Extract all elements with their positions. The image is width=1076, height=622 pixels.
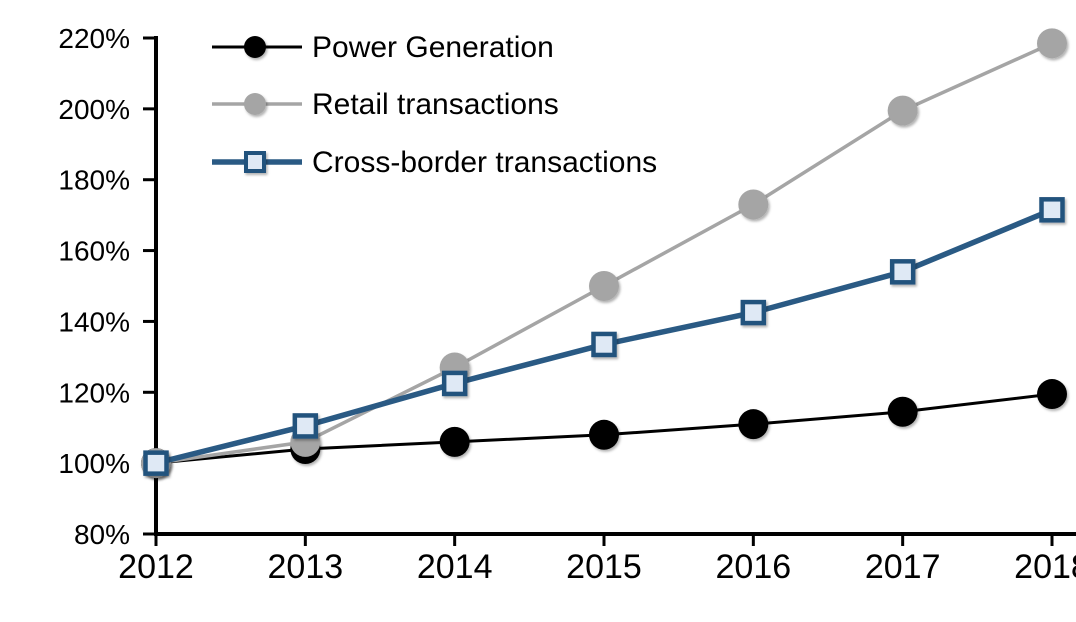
legend-item-power-generation: Power Generation bbox=[212, 31, 554, 64]
y-axis-tick-label: 180% bbox=[58, 165, 130, 196]
y-axis-tick-label: 140% bbox=[58, 306, 130, 337]
legend: Power Generation Retail transactions Cross… bbox=[212, 31, 657, 179]
data-point-marker-circle bbox=[439, 426, 470, 457]
legend-label: Retail transactions bbox=[312, 88, 559, 121]
data-point-marker-square bbox=[1039, 197, 1065, 223]
x-axis-tick-label: 2014 bbox=[417, 548, 493, 586]
data-point-marker-circle bbox=[738, 189, 769, 220]
legend-item-retail-transactions: Retail transactions bbox=[212, 88, 559, 121]
x-axis-tick-label: 2016 bbox=[716, 548, 792, 586]
line-chart-svg: 80% 100% 120% 140% 160% 180% 200% 220% 2012 2013 2… bbox=[58, 23, 1076, 586]
y-axis-tick-label: 80% bbox=[74, 519, 130, 550]
data-point-marker-circle bbox=[1037, 379, 1067, 410]
legend-item-cross-border-transactions: Cross-border transactions bbox=[212, 146, 657, 179]
y-axis-tick-label: 200% bbox=[58, 94, 130, 125]
series-retail-transactions bbox=[141, 28, 1067, 479]
data-point-marker-circle bbox=[887, 95, 918, 126]
data-point-marker-square bbox=[143, 450, 169, 476]
legend-marker-circle bbox=[244, 36, 266, 58]
data-point-marker-square bbox=[889, 259, 916, 285]
legend-label: Cross-border transactions bbox=[312, 146, 657, 179]
legend-marker-circle bbox=[244, 93, 266, 115]
series-cross-border-transactions bbox=[143, 197, 1065, 476]
legend-label: Power Generation bbox=[312, 31, 554, 64]
series-power-generation bbox=[141, 379, 1067, 479]
x-axis-tick-label: 2012 bbox=[118, 548, 194, 586]
data-point-marker-square bbox=[292, 413, 319, 439]
x-axis-tick-label: 2015 bbox=[566, 548, 642, 586]
data-point-marker-square bbox=[441, 370, 468, 397]
axes: 80% 100% 120% 140% 160% 180% 200% 220% 2012 2013 2… bbox=[58, 23, 1076, 586]
series-line bbox=[155, 41, 1053, 465]
y-axis-tick-label: 120% bbox=[58, 377, 130, 408]
data-point-marker-circle bbox=[738, 409, 769, 440]
y-axis-tick-label: 100% bbox=[58, 448, 130, 479]
data-point-marker-circle bbox=[887, 396, 918, 427]
indexed-growth-line-chart: 80% 100% 120% 140% 160% 180% 200% 220% 2012 2013 2… bbox=[40, 16, 1076, 606]
data-point-marker-circle bbox=[589, 271, 619, 301]
legend-marker-square bbox=[244, 151, 266, 173]
data-point-marker-circle bbox=[589, 419, 619, 450]
y-axis-tick-label: 220% bbox=[58, 23, 130, 54]
data-point-marker-square bbox=[591, 331, 617, 358]
data-point-marker-circle bbox=[1037, 28, 1067, 59]
x-axis-tick-label: 2013 bbox=[268, 548, 344, 586]
x-axis-tick-label: 2017 bbox=[865, 548, 941, 586]
x-axis-tick-label: 2018 bbox=[1014, 548, 1076, 586]
y-axis-tick-label: 160% bbox=[58, 236, 130, 267]
data-point-marker-square bbox=[740, 299, 767, 326]
